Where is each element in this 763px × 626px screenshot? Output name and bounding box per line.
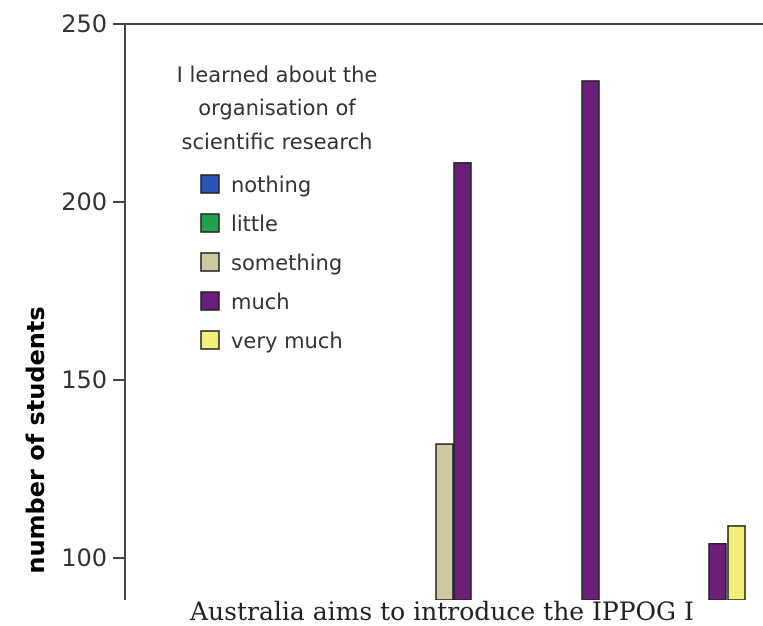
bar-much-2: [581, 80, 600, 600]
legend: I learned about the organisation of scie…: [177, 63, 378, 353]
bar-much-3: [708, 543, 727, 600]
y-tick-label: 100: [61, 544, 107, 572]
legend-label-something: something: [231, 251, 342, 275]
legend-label-nothing: nothing: [231, 173, 311, 197]
bars-group: [435, 80, 746, 600]
bar-something-0: [435, 443, 454, 600]
bar-much-1: [453, 162, 472, 600]
y-axis-ticks: 250 200 150 100: [61, 10, 125, 572]
bar-very-much-4: [727, 525, 746, 600]
bar-chart: 250 200 150 100 number of students I learne…: [22, 10, 763, 600]
legend-title-line-3: scientific research: [182, 130, 373, 154]
legend-swatch-nothing: [200, 174, 220, 194]
y-tick-label: 150: [61, 366, 107, 394]
caption-text: Australia aims to introduce the IPPOG I: [190, 597, 694, 626]
legend-swatch-something: [200, 252, 220, 272]
legend-label-little: little: [231, 212, 278, 236]
legend-title-line-1: I learned about the: [177, 63, 378, 87]
legend-swatch-little: [200, 213, 220, 233]
y-tick-label: 200: [61, 188, 107, 216]
legend-swatch-much: [200, 291, 220, 311]
y-tick-label: 250: [61, 10, 107, 38]
legend-label-very-much: very much: [231, 329, 343, 353]
legend-title-line-2: organisation of: [198, 96, 356, 120]
legend-swatch-very-much: [200, 330, 220, 350]
legend-label-much: much: [231, 290, 290, 314]
y-axis-label: number of students: [22, 306, 50, 573]
